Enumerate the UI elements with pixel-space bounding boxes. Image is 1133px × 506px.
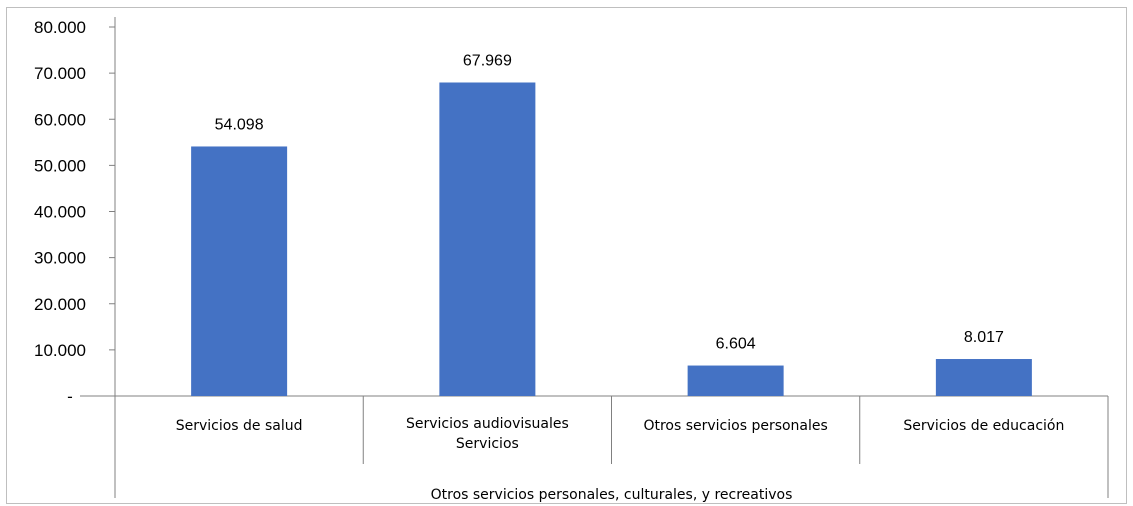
y-tick-label: -: [67, 387, 73, 406]
bar: [191, 146, 288, 396]
x-category-label: Servicios de educación: [903, 418, 1064, 434]
y-tick-label: 80.000: [34, 18, 86, 37]
y-tick-label: 20.000: [34, 295, 86, 314]
data-label: 8.017: [964, 329, 1004, 346]
x-group-label: Otros servicios personales, culturales, …: [431, 487, 793, 503]
y-tick-label: 10.000: [34, 341, 86, 360]
y-tick-label: 40.000: [34, 203, 86, 222]
data-label: 6.604: [716, 336, 756, 353]
data-label: 67.969: [463, 52, 512, 69]
bar: [687, 365, 784, 396]
data-label: 54.098: [215, 116, 264, 133]
bar: [935, 359, 1032, 396]
y-tick-label: 50.000: [34, 156, 86, 175]
x-category-label: Servicios: [456, 436, 519, 452]
y-tick-label: 70.000: [34, 64, 86, 83]
y-tick-label: 60.000: [34, 110, 86, 129]
y-tick-label: 30.000: [34, 249, 86, 268]
bar: [439, 82, 536, 397]
x-category-label: Otros servicios personales: [643, 418, 827, 434]
x-category-label: Servicios audiovisuales: [406, 416, 569, 432]
x-category-label: Servicios de salud: [176, 418, 303, 434]
